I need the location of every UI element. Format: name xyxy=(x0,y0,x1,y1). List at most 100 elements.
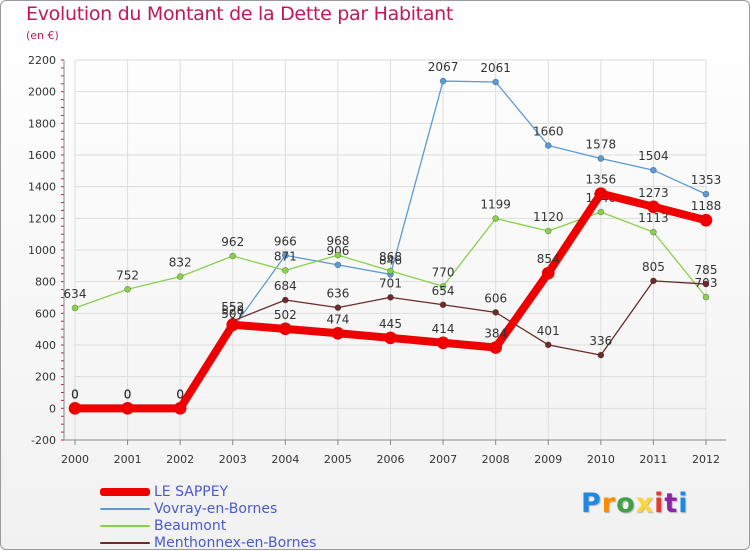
legend: LE SAPPEY Vovray-en-Bornes Beaumont Ment… xyxy=(100,483,316,551)
x-tick-label: 2000 xyxy=(61,453,89,466)
data-label-menthonnex-en-bornes: 606 xyxy=(484,291,507,305)
data-point-le-sappey xyxy=(68,402,82,415)
logo-letter: t xyxy=(664,488,679,519)
data-point-le-sappey xyxy=(647,200,660,214)
data-label-beaumont: 1120 xyxy=(533,210,564,224)
legend-label-menthonnex: Menthonnex-en-Bornes xyxy=(154,534,317,551)
x-tick-label: 2012 xyxy=(692,453,720,466)
legend-item-vovray: Vovray-en-Bornes xyxy=(100,500,316,517)
y-tick-label: 1400 xyxy=(28,181,56,194)
data-point-menthonnex-en-bornes xyxy=(387,294,394,301)
data-point-le-sappey xyxy=(384,331,397,345)
data-label-menthonnex-en-bornes: 805 xyxy=(642,260,665,274)
data-label-beaumont: 634 xyxy=(64,287,87,301)
data-point-beaumont xyxy=(71,304,79,312)
data-label-le-sappey: 474 xyxy=(326,312,349,326)
x-tick-label: 2006 xyxy=(377,453,405,466)
data-point-menthonnex-en-bornes xyxy=(492,309,499,316)
data-point-le-sappey xyxy=(279,322,292,336)
legend-swatch-menthonnex xyxy=(100,541,150,544)
y-tick-label: 1000 xyxy=(28,244,56,257)
data-point-vovray-en-bornes xyxy=(492,78,499,86)
x-tick-label: 2007 xyxy=(429,453,457,466)
x-tick-label: 2011 xyxy=(639,453,667,466)
data-point-beaumont xyxy=(439,283,447,290)
data-label-le-sappey: 445 xyxy=(379,317,402,331)
data-label-le-sappey: 502 xyxy=(274,308,297,322)
data-point-menthonnex-en-bornes xyxy=(282,296,289,304)
data-label-vovray-en-bornes: 906 xyxy=(326,244,349,258)
y-tick-label: 0 xyxy=(49,402,56,415)
data-label-menthonnex-en-bornes: 636 xyxy=(326,287,349,301)
data-label-beaumont: 1199 xyxy=(480,197,511,211)
data-point-le-sappey xyxy=(541,266,555,280)
data-label-menthonnex-en-bornes: 336 xyxy=(589,334,612,348)
legend-label-le-sappey: LE SAPPEY xyxy=(154,483,229,500)
data-label-menthonnex-en-bornes: 0 xyxy=(71,387,79,401)
y-tick-label: 600 xyxy=(35,307,56,320)
data-label-le-sappey: 0 xyxy=(124,387,132,401)
data-label-le-sappey: 0 xyxy=(71,387,79,401)
proxiti-logo: Proxiti xyxy=(581,488,689,519)
legend-swatch-vovray xyxy=(100,507,150,510)
data-label-le-sappey: 854 xyxy=(537,252,560,266)
data-label-vovray-en-bornes: 966 xyxy=(274,234,297,248)
logo-letter: i xyxy=(654,488,665,519)
data-label-vovray-en-bornes: 1660 xyxy=(533,125,564,139)
data-label-le-sappey: 0 xyxy=(176,387,184,401)
data-point-menthonnex-en-bornes xyxy=(544,341,552,349)
data-label-beaumont: 752 xyxy=(116,268,139,282)
logo-letter: r xyxy=(601,488,617,519)
legend-swatch-beaumont xyxy=(100,524,150,527)
data-point-beaumont xyxy=(334,251,342,259)
data-point-vovray-en-bornes xyxy=(439,77,447,85)
data-label-menthonnex-en-bornes: 0 xyxy=(176,387,184,401)
data-point-menthonnex-en-bornes xyxy=(702,280,710,288)
data-label-menthonnex-en-bornes: 552 xyxy=(221,300,244,314)
data-point-le-sappey xyxy=(331,326,345,340)
data-point-beaumont xyxy=(597,208,605,216)
legend-swatch-le-sappey xyxy=(100,487,150,496)
data-point-le-sappey xyxy=(594,187,608,200)
chart-title: Evolution du Montant de la Dette par Hab… xyxy=(26,3,454,25)
logo-letter: o xyxy=(616,488,636,519)
data-label-le-sappey: 1188 xyxy=(691,199,722,213)
y-tick-label: 1200 xyxy=(28,212,56,225)
data-label-menthonnex-en-bornes: 684 xyxy=(274,279,297,293)
data-point-menthonnex-en-bornes xyxy=(439,301,447,309)
data-label-le-sappey: 384 xyxy=(484,327,507,341)
x-tick-label: 2003 xyxy=(219,453,247,466)
data-point-beaumont xyxy=(176,273,184,280)
x-tick-label: 2010 xyxy=(587,453,615,466)
y-tick-label: 800 xyxy=(35,276,56,289)
data-label-menthonnex-en-bornes: 654 xyxy=(432,284,455,298)
data-label-menthonnex-en-bornes: 0 xyxy=(124,387,132,401)
data-point-le-sappey xyxy=(489,341,502,354)
data-label-beaumont: 871 xyxy=(274,249,297,263)
data-label-beaumont: 832 xyxy=(169,256,192,270)
data-point-le-sappey xyxy=(173,402,187,415)
data-label-vovray-en-bornes: 1353 xyxy=(691,173,722,187)
data-label-vovray-en-bornes: 0 xyxy=(124,387,132,401)
legend-item-beaumont: Beaumont xyxy=(100,517,316,534)
data-point-menthonnex-en-bornes xyxy=(597,351,605,359)
y-tick-label: 1800 xyxy=(28,117,56,130)
legend-label-beaumont: Beaumont xyxy=(154,517,227,534)
data-point-beaumont xyxy=(492,215,499,222)
x-tick-label: 2004 xyxy=(271,453,299,466)
data-point-vovray-en-bornes xyxy=(597,155,605,162)
y-tick-label: 1600 xyxy=(28,149,56,162)
legend-item-menthonnex: Menthonnex-en-Bornes xyxy=(100,534,316,551)
data-point-le-sappey xyxy=(699,213,713,227)
data-point-beaumont xyxy=(650,228,657,236)
data-label-beaumont: 1113 xyxy=(638,211,669,225)
data-label-vovray-en-bornes: 2061 xyxy=(480,61,511,75)
data-label-menthonnex-en-bornes: 785 xyxy=(695,263,718,277)
data-point-le-sappey xyxy=(121,402,134,415)
x-tick-label: 2008 xyxy=(482,453,510,466)
data-label-vovray-en-bornes: 507 xyxy=(221,307,244,321)
logo-letter: i xyxy=(678,488,689,519)
data-point-beaumont xyxy=(544,227,552,235)
data-label-vovray-en-bornes: 2067 xyxy=(428,60,459,74)
